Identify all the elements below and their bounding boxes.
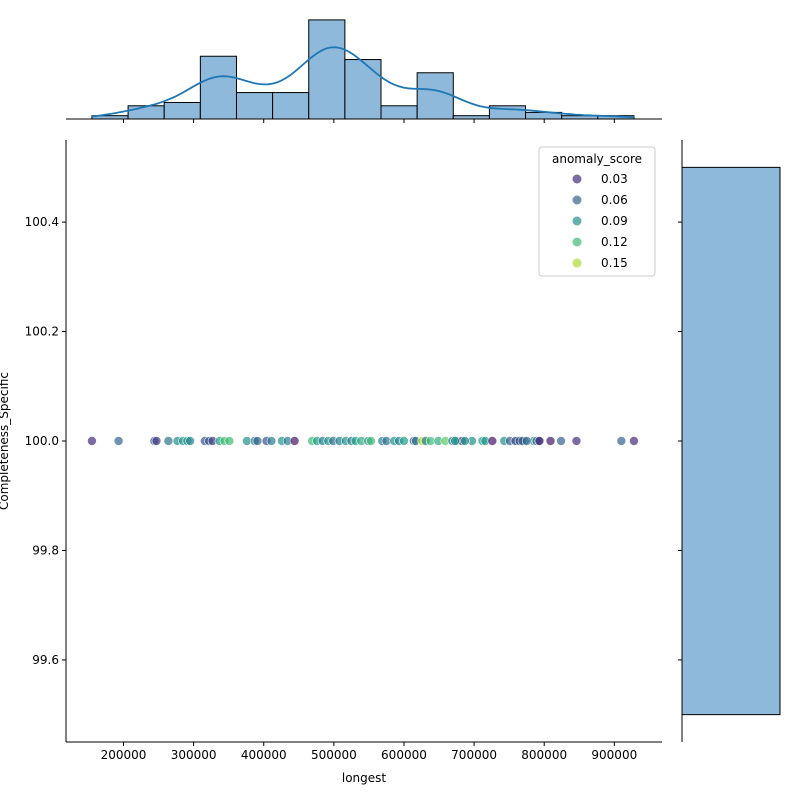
legend-marker — [572, 216, 582, 226]
top-marginal-histogram — [66, 19, 662, 123]
x-tick-label: 400000 — [241, 748, 287, 762]
y-tick-label: 100.4 — [25, 215, 59, 229]
scatter-point — [87, 436, 97, 446]
right-marginal-histogram — [678, 140, 781, 742]
y-tick-label: 100.0 — [25, 434, 59, 448]
legend: anomaly_score 0.03 0.06 0.09 0.12 0.15 — [538, 146, 656, 277]
histogram-bar — [127, 105, 165, 120]
legend-marker — [572, 258, 582, 268]
legend-label: 0.12 — [601, 235, 628, 249]
scatter-point — [460, 436, 470, 446]
x-tick-label: 600000 — [381, 748, 427, 762]
x-tick-label: 200000 — [101, 748, 147, 762]
legend-marker — [572, 174, 582, 184]
x-tick-label: 800000 — [521, 748, 567, 762]
x-tick-label: 300000 — [171, 748, 217, 762]
scatter-point — [163, 436, 174, 446]
histogram-bar — [235, 92, 274, 120]
legend-label: 0.09 — [601, 214, 628, 228]
histogram-bar — [452, 115, 490, 120]
y-tick-label: 99.6 — [32, 653, 59, 667]
scatter-point — [289, 436, 300, 446]
scatter-point — [616, 436, 627, 446]
scatter-point — [571, 436, 582, 446]
scatter-point — [224, 436, 235, 446]
scatter-point — [450, 436, 460, 446]
histogram-bar — [163, 101, 201, 120]
scatter-point — [545, 436, 556, 446]
histogram-bar — [681, 166, 781, 716]
legend-label: 0.06 — [601, 193, 628, 207]
legend-title: anomaly_score — [552, 152, 642, 166]
legend-frame — [538, 146, 656, 277]
histogram-bar — [308, 19, 346, 120]
scatter-point — [151, 436, 162, 446]
scatter-point — [556, 436, 566, 446]
y-axis-label: Completeness_Specific — [0, 372, 11, 510]
legend-label: 0.15 — [601, 256, 628, 270]
scatter-point — [521, 436, 532, 446]
histogram-bar — [416, 72, 454, 120]
scatter-point — [185, 436, 195, 446]
x-tick-label: 500000 — [311, 748, 357, 762]
scatter-point — [366, 436, 376, 446]
legend-marker — [572, 195, 582, 205]
x-tick-label: 700000 — [451, 748, 497, 762]
histogram-bar — [199, 55, 237, 120]
histogram-bar — [344, 59, 382, 120]
scatter-point — [252, 436, 263, 446]
x-tick-label: 900000 — [591, 748, 637, 762]
scatter-point — [266, 436, 277, 446]
scatter-point — [534, 436, 545, 446]
legend-label: 0.03 — [601, 172, 628, 186]
legend-marker — [572, 237, 582, 247]
scatter-point — [113, 436, 124, 446]
scatter-point — [399, 436, 409, 446]
scatter-point — [487, 436, 498, 446]
histogram-bar — [380, 105, 418, 120]
scatter-point — [629, 436, 639, 446]
y-tick-label: 100.2 — [25, 325, 59, 339]
x-axis-label: longest — [342, 771, 387, 785]
y-tick-label: 99.8 — [32, 543, 59, 557]
kde-curve — [91, 46, 635, 119]
histogram-bar — [272, 92, 310, 120]
scatter-axes: 200000 300000 400000 500000 600000 700000 8000… — [25, 140, 662, 762]
